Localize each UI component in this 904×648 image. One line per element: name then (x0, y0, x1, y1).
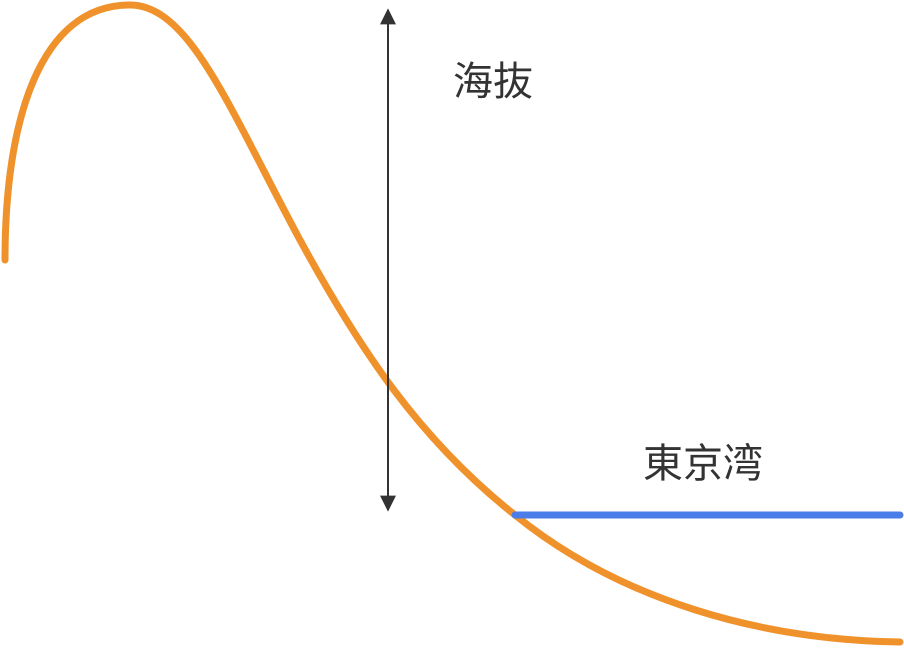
altitude-label: 海抜 (453, 59, 533, 105)
bay-label: 東京湾 (643, 441, 763, 487)
